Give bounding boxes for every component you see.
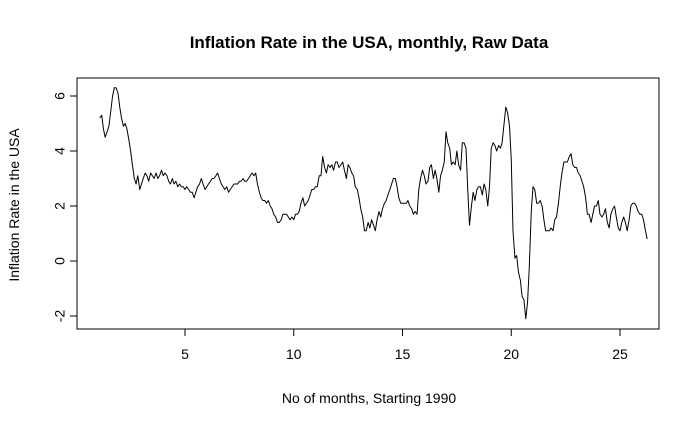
x-tick-label: 10 xyxy=(286,346,302,362)
y-axis: -2 0 2 4 6 xyxy=(52,92,77,322)
x-axis: 5 10 15 20 25 xyxy=(181,329,628,362)
x-tick-label: 25 xyxy=(612,346,628,362)
x-tick-label: 5 xyxy=(181,346,189,362)
chart-title: Inflation Rate in the USA, monthly, Raw … xyxy=(190,33,549,52)
x-axis-label: No of months, Starting 1990 xyxy=(282,390,457,406)
y-tick-label: 2 xyxy=(52,202,68,210)
series-layer xyxy=(99,87,648,320)
y-tick-label: 0 xyxy=(52,257,68,265)
inflation-series-line xyxy=(99,87,648,320)
y-tick-label: 6 xyxy=(52,92,68,100)
plot-frame xyxy=(76,77,660,330)
y-tick-label: -2 xyxy=(52,310,68,323)
y-axis-label: Inflation Rate in the USA xyxy=(6,128,22,282)
y-tick-label: 4 xyxy=(52,147,68,155)
x-tick-label: 15 xyxy=(395,346,411,362)
x-tick-label: 20 xyxy=(503,346,519,362)
